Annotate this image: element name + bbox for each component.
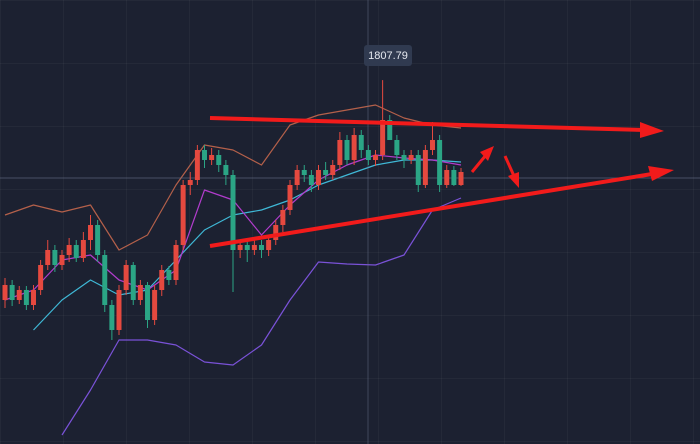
down-arrow — [503, 155, 516, 177]
candle-body — [145, 285, 150, 320]
candle-body — [223, 165, 229, 175]
candle-body — [166, 270, 172, 280]
candle-body — [287, 185, 293, 210]
candle-body — [59, 255, 65, 265]
drawn-annotations — [209, 116, 674, 248]
candle-body — [351, 135, 357, 160]
candle-body — [187, 180, 193, 185]
candles — [2, 80, 464, 340]
candle-body — [408, 155, 414, 160]
candle-body — [23, 290, 29, 305]
candle-body — [337, 140, 343, 165]
candle-body — [237, 245, 243, 250]
candle-body — [451, 170, 457, 185]
candle-body — [266, 240, 272, 250]
candle-body — [316, 170, 321, 185]
candle-body — [244, 245, 250, 250]
candle-body — [294, 170, 300, 185]
candle-body — [130, 265, 136, 300]
candle-body — [323, 170, 329, 175]
candle-body — [444, 170, 450, 185]
candle-body — [394, 140, 400, 155]
candle-body — [358, 135, 364, 150]
price-label-text: 1807.79 — [368, 50, 408, 62]
candle-body — [9, 285, 15, 300]
candle-body — [66, 245, 72, 255]
candle-body — [259, 245, 264, 250]
support-line — [209, 172, 653, 248]
candle-body — [31, 290, 36, 305]
candle-body — [401, 155, 407, 160]
candle-body — [380, 120, 386, 155]
candle-body — [216, 155, 222, 165]
candle-body — [88, 225, 93, 240]
candle-body — [422, 150, 428, 185]
candle-body — [45, 250, 51, 265]
resistance-line — [209, 116, 646, 132]
arrow-head — [508, 172, 519, 188]
candle-body — [109, 305, 115, 330]
candle-body — [330, 165, 336, 175]
candle-body — [180, 185, 186, 245]
candle-body — [152, 290, 158, 320]
candle-body — [437, 140, 443, 185]
candle-body — [344, 140, 350, 160]
price-label-box — [364, 45, 412, 66]
candle-body — [159, 270, 165, 290]
candle-body — [230, 175, 236, 250]
candle-body — [387, 120, 393, 140]
candle-body — [173, 245, 179, 280]
candle-body — [73, 245, 79, 258]
candle-body — [273, 225, 279, 240]
candle-body — [123, 265, 129, 290]
candle-body — [38, 265, 44, 290]
arrow-head — [480, 146, 494, 161]
price-label: 1807.79 — [364, 45, 412, 66]
candle-body — [365, 150, 371, 160]
candle-body — [301, 170, 307, 175]
candle-body — [95, 225, 101, 255]
candle-body — [137, 285, 143, 300]
candle-body — [251, 245, 257, 250]
indicator-line — [4, 104, 462, 251]
candle-body — [430, 140, 435, 150]
candle-body — [80, 240, 86, 258]
candle-body — [2, 285, 8, 300]
candle-body — [202, 150, 207, 160]
candle-body — [209, 155, 215, 160]
up-arrow — [470, 154, 488, 173]
candle-body — [280, 210, 286, 225]
arrow-head — [640, 122, 664, 138]
candle-body — [116, 290, 122, 330]
candle-body — [52, 250, 58, 265]
candle-body — [16, 290, 22, 300]
candle-body — [102, 255, 108, 305]
indicator-line — [61, 197, 462, 436]
candle-body — [194, 150, 200, 180]
candle-body — [308, 175, 314, 185]
candle-body — [458, 172, 464, 185]
candle-body — [415, 155, 421, 185]
arrow-head — [648, 166, 674, 181]
candle-body — [373, 155, 378, 160]
